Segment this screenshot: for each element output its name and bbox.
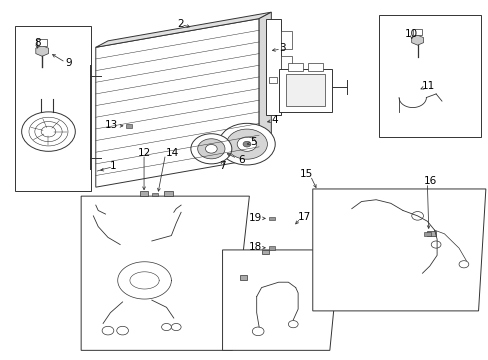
- Text: 19: 19: [248, 213, 261, 223]
- Bar: [140, 191, 148, 196]
- Bar: [423, 232, 430, 236]
- Text: 1: 1: [109, 161, 116, 171]
- Polygon shape: [81, 196, 249, 350]
- Text: 17: 17: [297, 212, 310, 222]
- Text: 7: 7: [219, 161, 225, 171]
- Bar: [152, 193, 158, 197]
- Bar: [281, 31, 291, 49]
- Polygon shape: [222, 250, 339, 350]
- Bar: [307, 63, 322, 71]
- Circle shape: [161, 323, 171, 330]
- Circle shape: [226, 129, 267, 159]
- Circle shape: [458, 261, 468, 268]
- Circle shape: [243, 141, 250, 147]
- Circle shape: [218, 123, 275, 165]
- Text: 6: 6: [237, 154, 244, 165]
- Bar: [268, 217, 274, 220]
- Bar: [288, 63, 303, 71]
- Circle shape: [205, 144, 217, 153]
- Bar: [378, 15, 480, 137]
- Circle shape: [411, 212, 423, 220]
- Circle shape: [288, 320, 298, 328]
- Text: 9: 9: [65, 58, 72, 68]
- Polygon shape: [36, 45, 48, 56]
- Polygon shape: [96, 12, 271, 47]
- Circle shape: [171, 323, 181, 330]
- Text: 4: 4: [271, 115, 278, 125]
- Text: 8: 8: [34, 38, 41, 48]
- Text: 15: 15: [300, 168, 313, 179]
- Bar: [126, 124, 132, 128]
- Text: 16: 16: [423, 176, 436, 186]
- Text: 12: 12: [137, 148, 150, 158]
- Bar: [15, 26, 91, 191]
- Bar: [266, 19, 281, 116]
- Circle shape: [102, 326, 114, 335]
- Bar: [268, 77, 276, 83]
- Bar: [239, 275, 247, 280]
- Text: 18: 18: [248, 242, 261, 252]
- Polygon shape: [411, 35, 423, 45]
- Circle shape: [237, 137, 256, 151]
- Text: 10: 10: [405, 29, 417, 39]
- Bar: [285, 74, 325, 107]
- Text: 5: 5: [249, 138, 256, 147]
- Bar: [281, 56, 291, 74]
- Text: 13: 13: [105, 121, 118, 130]
- Circle shape: [190, 134, 231, 164]
- Polygon shape: [259, 12, 271, 158]
- Circle shape: [21, 112, 75, 151]
- Bar: [261, 250, 269, 254]
- Text: 2: 2: [177, 19, 183, 29]
- Text: 3: 3: [279, 43, 285, 53]
- Bar: [37, 39, 47, 45]
- Circle shape: [430, 241, 440, 248]
- Bar: [278, 69, 331, 112]
- Circle shape: [117, 326, 128, 335]
- Polygon shape: [312, 189, 485, 311]
- Bar: [281, 81, 291, 99]
- Polygon shape: [96, 19, 259, 187]
- Text: 14: 14: [165, 148, 179, 158]
- Circle shape: [252, 327, 264, 336]
- Circle shape: [197, 139, 224, 159]
- Bar: [163, 191, 172, 196]
- Bar: [427, 230, 435, 235]
- Bar: [412, 30, 422, 35]
- Text: 11: 11: [421, 81, 434, 91]
- Bar: [268, 246, 274, 249]
